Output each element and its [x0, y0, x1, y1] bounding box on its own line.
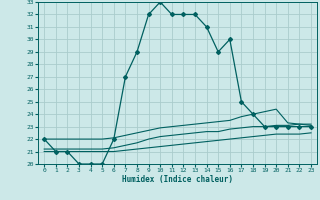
X-axis label: Humidex (Indice chaleur): Humidex (Indice chaleur) [122, 175, 233, 184]
